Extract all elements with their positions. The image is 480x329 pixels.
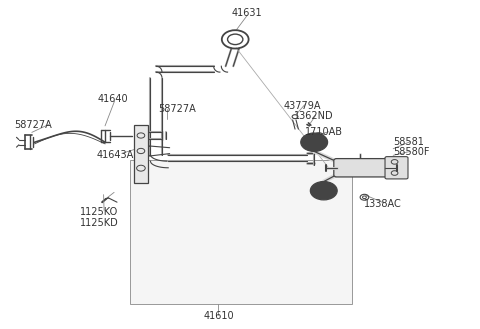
Text: 1710AB: 1710AB <box>305 127 343 138</box>
Text: 43779A: 43779A <box>283 101 321 111</box>
Text: 1338AC: 1338AC <box>364 199 402 210</box>
Text: 58727A: 58727A <box>14 120 52 130</box>
Text: 1125KO: 1125KO <box>80 207 118 217</box>
FancyBboxPatch shape <box>134 125 148 183</box>
Text: 41610: 41610 <box>203 311 234 321</box>
Bar <box>130 160 352 304</box>
Text: 41631: 41631 <box>232 8 263 18</box>
Text: 41640: 41640 <box>98 94 129 104</box>
Text: 41643A: 41643A <box>96 150 133 160</box>
Text: 58581: 58581 <box>393 137 424 147</box>
Text: 58727A: 58727A <box>158 104 196 114</box>
Text: 58580F: 58580F <box>393 147 430 157</box>
Circle shape <box>301 133 327 151</box>
Text: 1362ND: 1362ND <box>294 111 333 121</box>
Text: 1125KD: 1125KD <box>80 218 119 228</box>
FancyBboxPatch shape <box>385 157 408 179</box>
FancyBboxPatch shape <box>334 159 387 177</box>
Circle shape <box>311 182 337 200</box>
